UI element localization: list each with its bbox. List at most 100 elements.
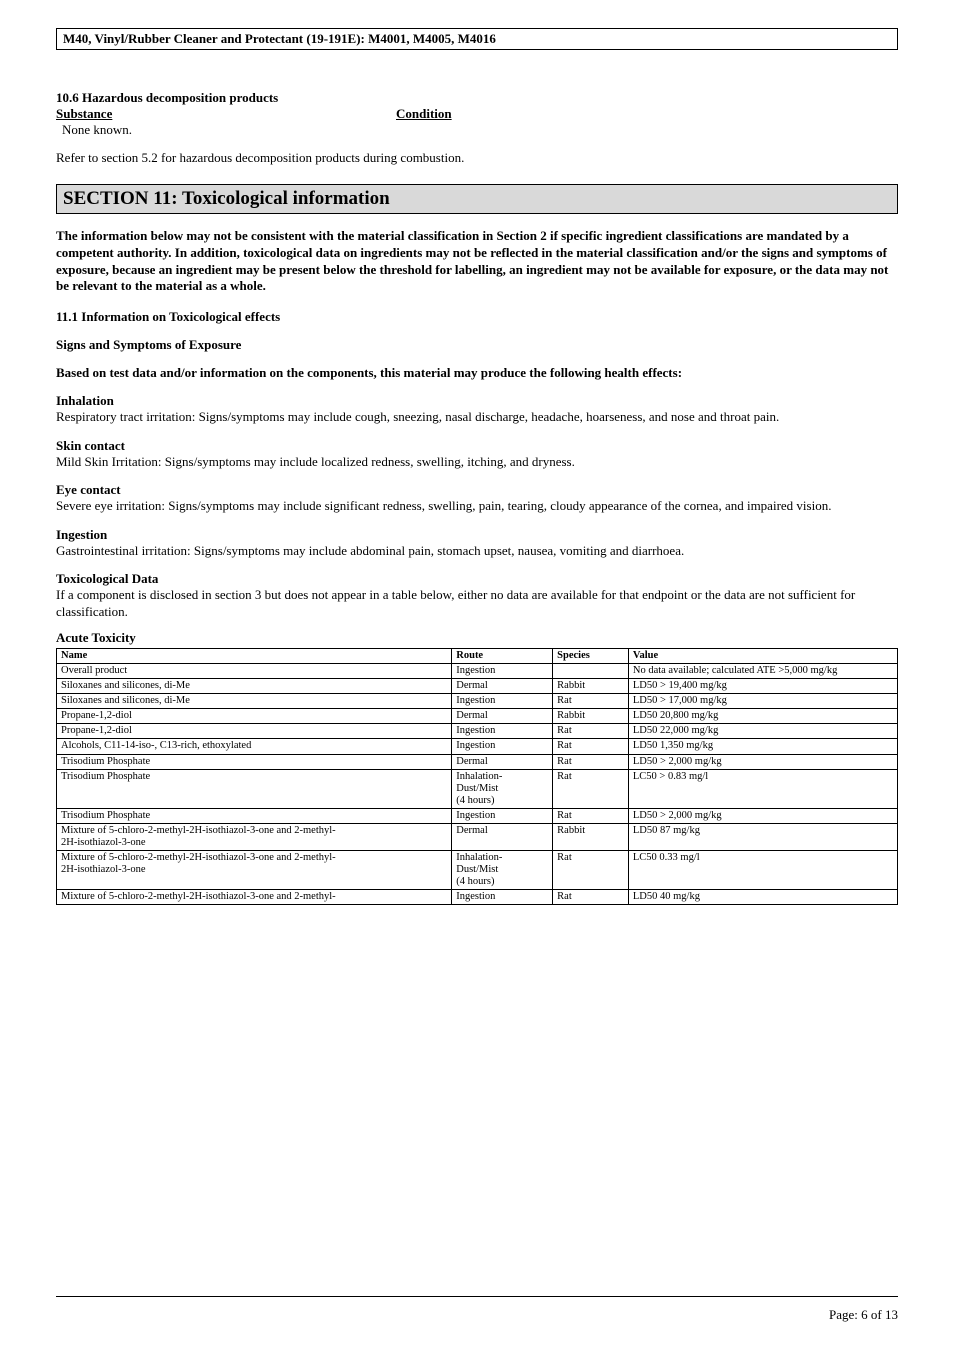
- cell-species: Rat: [553, 694, 629, 709]
- cell-route: Ingestion: [452, 739, 553, 754]
- cell-value: LD50 40 mg/kg: [628, 890, 897, 905]
- cell-route: Dermal: [452, 754, 553, 769]
- section-11-intro: The information below may not be consist…: [56, 228, 898, 295]
- cell-name: Siloxanes and silicones, di-Me: [57, 694, 452, 709]
- acute-toxicity-tbody: Overall product Ingestion No data availa…: [57, 664, 898, 905]
- document-title-box: M40, Vinyl/Rubber Cleaner and Protectant…: [56, 28, 898, 50]
- route-line: Inhalation-: [456, 771, 502, 782]
- table-row: Mixture of 5-chloro-2-methyl-2H-isothiaz…: [57, 850, 898, 889]
- cell-name: Mixture of 5-chloro-2-methyl-2H-isothiaz…: [57, 890, 452, 905]
- cell-name: Mixture of 5-chloro-2-methyl-2H-isothiaz…: [57, 823, 452, 850]
- cell-species: Rat: [553, 850, 629, 889]
- col-value-header: Value: [628, 649, 897, 664]
- acute-toxicity-table: Name Route Species Value Overall product…: [56, 648, 898, 905]
- cell-name: Trisodium Phosphate: [57, 754, 452, 769]
- table-row: Siloxanes and silicones, di-Me Dermal Ra…: [57, 679, 898, 694]
- cell-route: Inhalation- Dust/Mist (4 hours): [452, 769, 553, 808]
- cell-species: Rabbit: [553, 679, 629, 694]
- inhalation-heading: Inhalation: [56, 393, 898, 409]
- route-line: (4 hours): [456, 876, 494, 887]
- cell-value: No data available; calculated ATE >5,000…: [628, 664, 897, 679]
- cell-value: LD50 > 17,000 mg/kg: [628, 694, 897, 709]
- cell-value: LD50 > 19,400 mg/kg: [628, 679, 897, 694]
- table-row: Trisodium Phosphate Dermal Rat LD50 > 2,…: [57, 754, 898, 769]
- table-row: Alcohols, C11-14-iso-, C13-rich, ethoxyl…: [57, 739, 898, 754]
- cell-route: Dermal: [452, 679, 553, 694]
- cell-value: LD50 > 2,000 mg/kg: [628, 808, 897, 823]
- cell-route: Ingestion: [452, 724, 553, 739]
- name-line: Mixture of 5-chloro-2-methyl-2H-isothiaz…: [61, 825, 336, 836]
- cell-value: LD50 87 mg/kg: [628, 823, 897, 850]
- page-number: Page: 6 of 13: [829, 1307, 898, 1323]
- cell-route: Ingestion: [452, 808, 553, 823]
- acute-toxicity-heading: Acute Toxicity: [56, 630, 898, 646]
- cell-species: Rat: [553, 808, 629, 823]
- document-title: M40, Vinyl/Rubber Cleaner and Protectant…: [63, 31, 496, 46]
- cell-species: Rat: [553, 890, 629, 905]
- cell-route: Ingestion: [452, 694, 553, 709]
- sec-10-6-heading: 10.6 Hazardous decomposition products: [56, 90, 898, 106]
- table-header-row: Name Route Species Value: [57, 649, 898, 664]
- page: M40, Vinyl/Rubber Cleaner and Protectant…: [0, 0, 954, 1351]
- cell-name: Siloxanes and silicones, di-Me: [57, 679, 452, 694]
- refer-5-2-text: Refer to section 5.2 for hazardous decom…: [56, 150, 898, 167]
- route-line: Dust/Mist: [456, 783, 498, 794]
- section-11-title: SECTION 11: Toxicological information: [63, 188, 891, 210]
- ingestion-body: Gastrointestinal irritation: Signs/sympt…: [56, 543, 898, 560]
- col-species-header: Species: [553, 649, 629, 664]
- cell-value: LC50 0.33 mg/l: [628, 850, 897, 889]
- cell-value: LD50 1,350 mg/kg: [628, 739, 897, 754]
- col-route-header: Route: [452, 649, 553, 664]
- cell-species: Rat: [553, 724, 629, 739]
- substance-col-label: Substance: [56, 106, 396, 122]
- cell-name: Trisodium Phosphate: [57, 808, 452, 823]
- eye-contact-body: Severe eye irritation: Signs/symptoms ma…: [56, 498, 898, 515]
- cell-name: Overall product: [57, 664, 452, 679]
- tox-data-heading: Toxicological Data: [56, 571, 898, 587]
- none-known-text: None known.: [62, 122, 898, 138]
- based-on-text: Based on test data and/or information on…: [56, 365, 898, 382]
- cell-name: Alcohols, C11-14-iso-, C13-rich, ethoxyl…: [57, 739, 452, 754]
- footer-rule: [56, 1296, 898, 1297]
- signs-symptoms-heading: Signs and Symptoms of Exposure: [56, 337, 898, 353]
- cell-route: Dermal: [452, 823, 553, 850]
- table-row: Trisodium Phosphate Ingestion Rat LD50 >…: [57, 808, 898, 823]
- route-line: Dust/Mist: [456, 864, 498, 875]
- table-row: Mixture of 5-chloro-2-methyl-2H-isothiaz…: [57, 823, 898, 850]
- cell-species: Rat: [553, 754, 629, 769]
- cell-route: Ingestion: [452, 890, 553, 905]
- cell-species: Rat: [553, 739, 629, 754]
- cell-name: Mixture of 5-chloro-2-methyl-2H-isothiaz…: [57, 850, 452, 889]
- cell-value: LD50 20,800 mg/kg: [628, 709, 897, 724]
- cell-species: Rat: [553, 769, 629, 808]
- skin-contact-body: Mild Skin Irritation: Signs/symptoms may…: [56, 454, 898, 471]
- eye-contact-heading: Eye contact: [56, 482, 898, 498]
- route-line: Inhalation-: [456, 852, 502, 863]
- cell-name: Propane-1,2-diol: [57, 724, 452, 739]
- condition-col-label: Condition: [396, 106, 452, 122]
- cell-value: LC50 > 0.83 mg/l: [628, 769, 897, 808]
- table-row: Propane-1,2-diol Dermal Rabbit LD50 20,8…: [57, 709, 898, 724]
- name-line: Mixture of 5-chloro-2-methyl-2H-isothiaz…: [61, 852, 336, 863]
- heading-11-1: 11.1 Information on Toxicological effect…: [56, 309, 898, 325]
- table-row: Trisodium Phosphate Inhalation- Dust/Mis…: [57, 769, 898, 808]
- skin-contact-heading: Skin contact: [56, 438, 898, 454]
- cell-route: Inhalation- Dust/Mist (4 hours): [452, 850, 553, 889]
- cell-species: Rabbit: [553, 709, 629, 724]
- cell-route: Ingestion: [452, 664, 553, 679]
- section-11-bar: SECTION 11: Toxicological information: [56, 184, 898, 214]
- cell-value: LD50 > 2,000 mg/kg: [628, 754, 897, 769]
- cell-name: Propane-1,2-diol: [57, 709, 452, 724]
- cell-name: Trisodium Phosphate: [57, 769, 452, 808]
- substance-condition-row: Substance Condition: [56, 106, 898, 122]
- table-row: Siloxanes and silicones, di-Me Ingestion…: [57, 694, 898, 709]
- route-line: (4 hours): [456, 795, 494, 806]
- table-row: Overall product Ingestion No data availa…: [57, 664, 898, 679]
- cell-value: LD50 22,000 mg/kg: [628, 724, 897, 739]
- name-line: 2H-isothiazol-3-one: [61, 837, 146, 848]
- table-row: Propane-1,2-diol Ingestion Rat LD50 22,0…: [57, 724, 898, 739]
- ingestion-heading: Ingestion: [56, 527, 898, 543]
- name-line: 2H-isothiazol-3-one: [61, 864, 146, 875]
- inhalation-body: Respiratory tract irritation: Signs/symp…: [56, 409, 898, 426]
- cell-route: Dermal: [452, 709, 553, 724]
